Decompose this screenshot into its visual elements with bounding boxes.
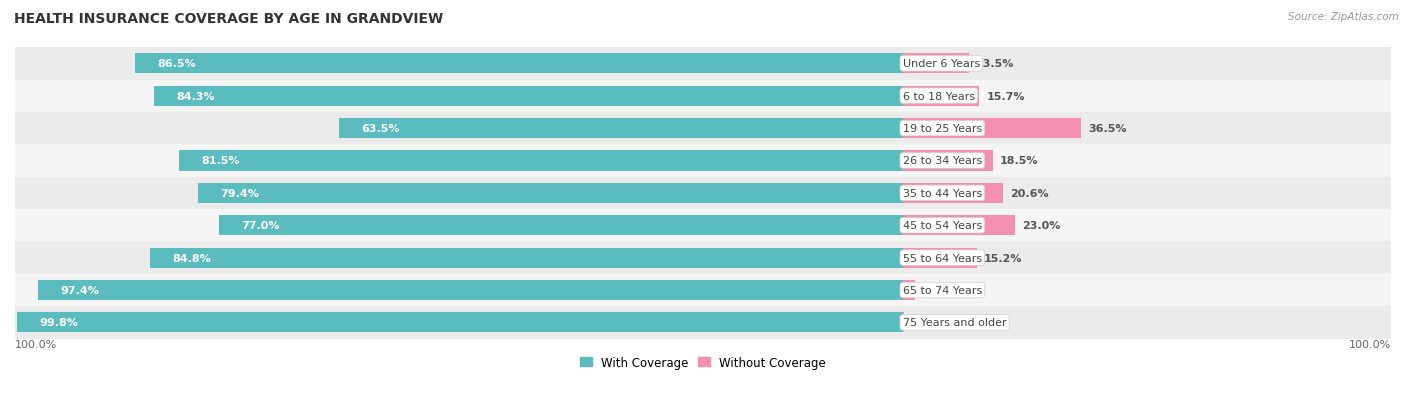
Bar — [15, 113, 1391, 145]
Bar — [179, 151, 903, 171]
Bar — [15, 145, 1391, 177]
Bar — [15, 177, 1391, 209]
Bar — [339, 119, 903, 139]
Text: 36.5%: 36.5% — [1088, 124, 1126, 134]
Text: 77.0%: 77.0% — [242, 221, 280, 231]
Text: 84.8%: 84.8% — [172, 253, 211, 263]
Text: 6 to 18 Years: 6 to 18 Years — [903, 91, 974, 102]
Text: 100.0%: 100.0% — [15, 339, 58, 349]
Text: 75 Years and older: 75 Years and older — [903, 318, 1007, 328]
Bar — [903, 248, 977, 268]
Bar — [135, 54, 903, 74]
Text: Under 6 Years: Under 6 Years — [903, 59, 980, 69]
Text: 81.5%: 81.5% — [201, 156, 240, 166]
Text: 15.2%: 15.2% — [984, 253, 1022, 263]
Bar — [903, 151, 993, 171]
Bar — [15, 209, 1391, 242]
Bar — [15, 48, 1391, 80]
Text: 13.5%: 13.5% — [976, 59, 1014, 69]
Text: 35 to 44 Years: 35 to 44 Years — [903, 188, 981, 198]
Bar — [903, 54, 969, 74]
Text: 2.6%: 2.6% — [922, 285, 953, 295]
Bar — [219, 216, 903, 236]
Bar — [903, 119, 1081, 139]
Text: 19 to 25 Years: 19 to 25 Years — [903, 124, 981, 134]
Text: 86.5%: 86.5% — [157, 59, 195, 69]
Bar — [903, 280, 915, 300]
Bar — [17, 313, 903, 332]
Text: 84.3%: 84.3% — [177, 91, 215, 102]
Text: 18.5%: 18.5% — [1000, 156, 1039, 166]
Text: 0.2%: 0.2% — [911, 318, 942, 328]
Bar — [38, 280, 903, 300]
Text: 20.6%: 20.6% — [1011, 188, 1049, 198]
Bar — [903, 86, 980, 107]
Text: HEALTH INSURANCE COVERAGE BY AGE IN GRANDVIEW: HEALTH INSURANCE COVERAGE BY AGE IN GRAN… — [14, 12, 443, 26]
Text: 23.0%: 23.0% — [1022, 221, 1060, 231]
Text: 45 to 54 Years: 45 to 54 Years — [903, 221, 981, 231]
Bar — [15, 80, 1391, 113]
Text: 99.8%: 99.8% — [39, 318, 77, 328]
Bar — [903, 183, 1004, 203]
Text: 63.5%: 63.5% — [361, 124, 399, 134]
Text: Source: ZipAtlas.com: Source: ZipAtlas.com — [1288, 12, 1399, 22]
Bar — [15, 274, 1391, 306]
Bar — [15, 242, 1391, 274]
Text: 26 to 34 Years: 26 to 34 Years — [903, 156, 981, 166]
Bar — [903, 216, 1015, 236]
Text: 55 to 64 Years: 55 to 64 Years — [903, 253, 981, 263]
Bar — [15, 306, 1391, 339]
Text: 79.4%: 79.4% — [221, 188, 259, 198]
Bar — [155, 86, 903, 107]
Text: 15.7%: 15.7% — [987, 91, 1025, 102]
Legend: With Coverage, Without Coverage: With Coverage, Without Coverage — [575, 351, 831, 374]
Bar — [198, 183, 903, 203]
Text: 97.4%: 97.4% — [60, 285, 100, 295]
Bar — [150, 248, 903, 268]
Text: 100.0%: 100.0% — [1348, 339, 1391, 349]
Text: 65 to 74 Years: 65 to 74 Years — [903, 285, 981, 295]
